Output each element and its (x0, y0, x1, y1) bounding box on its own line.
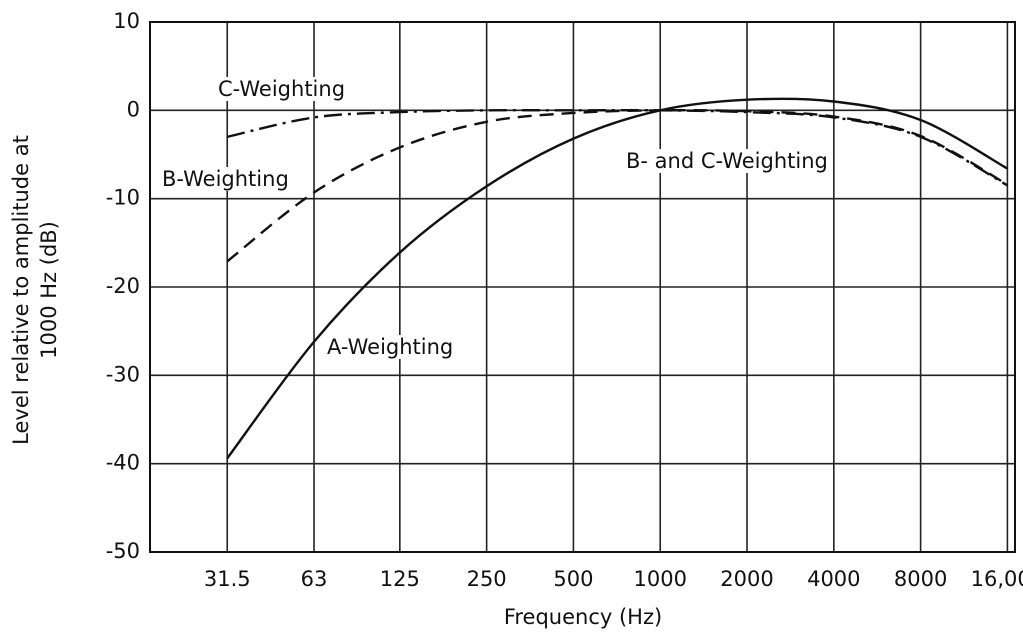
y-tick-label: -20 (106, 274, 140, 298)
y-tick-label: -40 (106, 451, 140, 475)
annotation-background (160, 167, 291, 191)
plot-frame (149, 21, 1016, 553)
x-tick-label: 250 (467, 567, 507, 591)
y-axis-label: 1000 Hz (dB) (37, 221, 61, 359)
series-line (226, 108, 1008, 263)
annotation-background (216, 77, 348, 101)
annotation: C-Weighting (218, 77, 345, 101)
x-tick-label: 4000 (807, 567, 860, 591)
annotation-background (624, 149, 830, 173)
x-tick-label: 500 (553, 567, 593, 591)
y-tick-label: -50 (106, 539, 140, 563)
y-axis-label: Level relative to amplitude at (9, 135, 33, 445)
y-tick-label: 10 (113, 9, 140, 33)
x-tick-label: 8000 (894, 567, 947, 591)
series-line (226, 97, 1008, 460)
x-tick-label: 16,000 (971, 567, 1023, 591)
x-tick-label: 1000 (633, 567, 686, 591)
x-axis-label: Frequency (Hz) (504, 605, 662, 629)
y-tick-label: -10 (106, 186, 140, 210)
y-tick-label: 0 (127, 97, 140, 121)
x-tick-label: 63 (301, 567, 328, 591)
annotation: B- and C-Weighting (626, 149, 828, 173)
annotation-background (325, 335, 456, 359)
series-line (226, 109, 1008, 187)
x-tick-label: 2000 (720, 567, 773, 591)
y-tick-label: -30 (106, 362, 140, 386)
annotation: B-Weighting (162, 167, 289, 191)
annotation: A-Weighting (327, 335, 453, 359)
x-tick-label: 31.5 (204, 567, 251, 591)
x-tick-label: 125 (380, 567, 420, 591)
